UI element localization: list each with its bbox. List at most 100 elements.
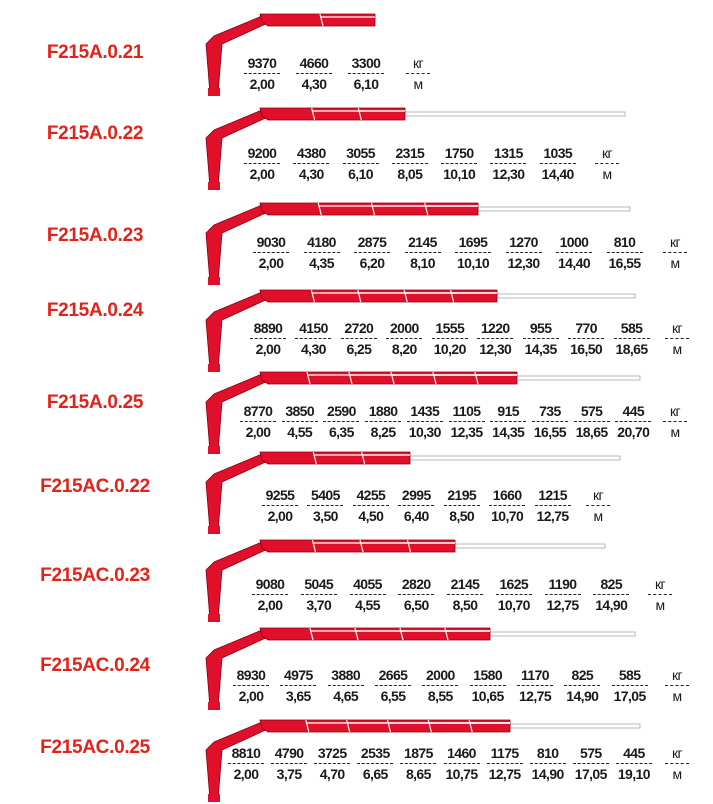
crane-icon [205,627,636,710]
radius-value: 14,90 [566,688,599,704]
radius-value: 8,50 [449,508,475,524]
radius-value: 12,30 [492,166,525,182]
load-value: 445 [623,745,645,761]
boom-extension [477,206,631,212]
radius-value: 4,30 [298,166,324,182]
load-cell: 2145 8,10 [398,234,448,272]
load-cell: 1660 10,70 [482,487,532,525]
radius-value: 10,10 [456,255,490,271]
load-value: 2720 [344,320,374,336]
divider [648,594,672,595]
load-cell: 3300 6,10 [341,55,391,93]
load-value: 9030 [256,234,286,250]
radius-value: 6,10 [353,76,379,92]
radius-unit: м [655,597,665,613]
model-label: F215AC.0.25 [40,737,150,758]
load-value: 1750 [444,145,474,161]
load-value: 2000 [425,667,455,683]
load-cell: 5405 3,50 [300,487,350,525]
divider [398,505,435,506]
radius-value: 18,65 [575,424,609,440]
load-cell: 3725 4,70 [307,745,357,783]
divider [665,763,689,764]
divider [348,73,384,74]
model-label: F215A.0.25 [46,392,144,413]
load-value: 3055 [346,145,375,161]
crane-icon [205,451,621,534]
load-cell: 9200 2,00 [237,145,287,183]
divider [490,421,527,422]
load-value: 575 [580,745,602,761]
load-cell: 2995 6,40 [391,487,441,525]
radius-value: 12,75 [536,508,570,524]
load-unit: кг [412,55,424,71]
load-cell: 1175 12,75 [480,745,530,783]
radius-value: 8,10 [410,255,435,271]
load-value: 9370 [247,55,277,71]
divider [517,685,553,686]
load-cell: 575 18,65 [567,403,617,441]
radius-value: 3,65 [285,688,311,704]
load-value: 3725 [317,745,347,761]
boom-extension [409,455,621,461]
load-value: 2535 [360,745,390,761]
divider [406,73,430,74]
load-value: 3850 [285,403,315,419]
divider [663,421,687,422]
load-unit: кг [601,145,613,161]
divider [441,163,478,164]
load-cell: 8810 2,00 [221,745,271,783]
load-value: 3880 [331,667,361,683]
crane-icon [205,539,606,622]
boom-extension [509,723,641,729]
load-cell: 445 19,10 [609,745,659,783]
load-value: 1880 [368,403,398,419]
boom [259,451,411,465]
radius-value: 14,90 [595,597,628,613]
load-cell: 1580 10,65 [463,667,513,705]
load-value: 5405 [311,487,340,503]
radius-value: 16,50 [570,341,603,357]
load-value: 4380 [296,145,326,161]
load-value: 5045 [304,576,334,592]
divider [253,252,289,253]
radius-value: 17,05 [613,688,647,704]
divider [352,505,389,506]
radius-value: 6,10 [348,166,373,182]
divider [443,763,480,764]
load-cell: 2875 6,20 [347,234,397,272]
load-cell: 1435 10,30 [400,403,450,441]
radius-value: 14,35 [524,341,558,357]
load-value: 585 [618,667,641,683]
divider [568,338,605,339]
load-unit: кг [654,576,666,592]
load-cell: 1270 12,30 [499,234,549,272]
divider [314,763,351,764]
divider [615,763,652,764]
radius-value: 12,30 [479,341,512,357]
load-cell: 4660 4,30 [289,55,339,93]
load-cell: 1625 10,70 [489,576,539,614]
radius-value: 4,30 [301,76,327,92]
load-value: 2875 [357,234,387,250]
load-cell: 8890 2,00 [243,320,293,358]
model-label: F215AC.0.23 [40,565,150,586]
load-value: 4975 [283,667,313,683]
divider [386,338,423,339]
radius-value: 8,20 [391,341,417,357]
load-unit: кг [671,320,683,336]
radius-value: 4,35 [309,255,334,271]
radius-value: 16,55 [533,424,567,440]
load-value: 1625 [499,576,529,592]
load-cell: 2820 6,50 [391,576,441,614]
load-cell: 8930 2,00 [226,667,276,705]
load-cell: 4180 4,35 [297,234,347,272]
divider [505,252,542,253]
radius-value: 2,00 [267,508,293,524]
load-cell: 3850 4,55 [275,403,325,441]
divider [233,685,269,686]
radius-unit: м [670,424,680,440]
boom [259,289,498,303]
radius-value: 19,10 [617,766,651,782]
